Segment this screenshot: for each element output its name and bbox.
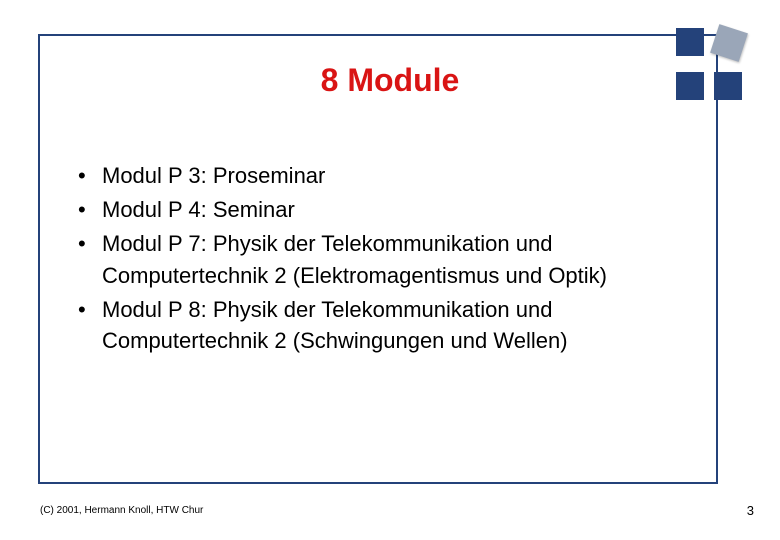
decor-square-rotated <box>710 24 748 62</box>
list-item: Modul P 8: Physik der Telekommunikation … <box>78 294 678 358</box>
list-item: Modul P 3: Proseminar <box>78 160 678 192</box>
list-item: Modul P 7: Physik der Telekommunikation … <box>78 228 678 292</box>
list-item: Modul P 4: Seminar <box>78 194 678 226</box>
bullet-list: Modul P 3: Proseminar Modul P 4: Seminar… <box>78 160 678 359</box>
footer-copyright: (C) 2001, Hermann Knoll, HTW Chur <box>40 505 203 516</box>
page-number: 3 <box>747 503 754 518</box>
decor-square-1 <box>676 28 704 56</box>
slide: 8 Module Modul P 3: Proseminar Modul P 4… <box>0 0 780 540</box>
slide-title: 8 Module <box>0 62 780 99</box>
